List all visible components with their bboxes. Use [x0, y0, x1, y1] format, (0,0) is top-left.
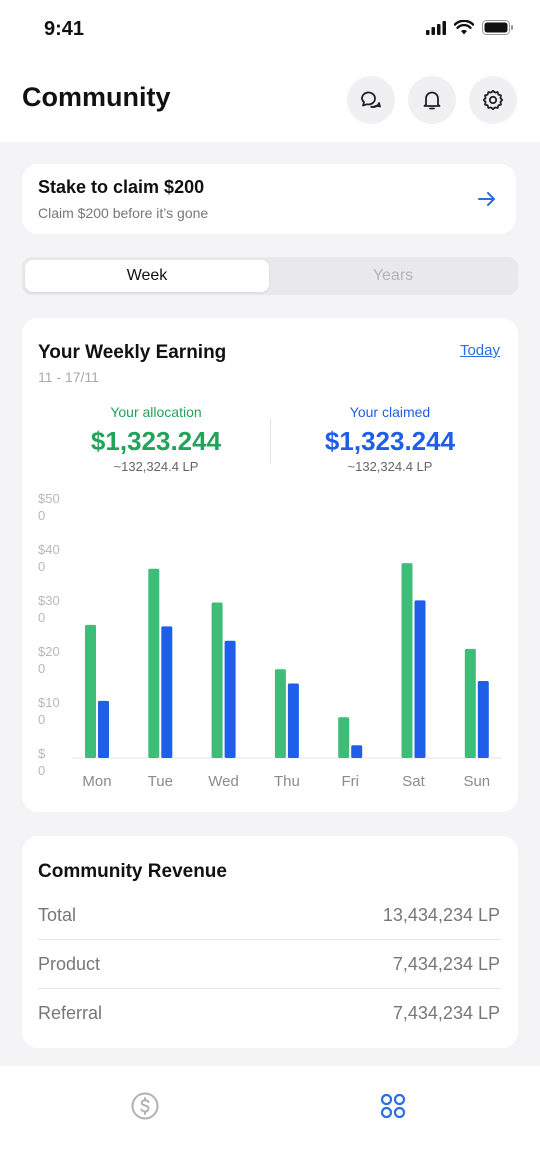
svg-text:0: 0 [38, 559, 45, 574]
y-tick-label: $500 [38, 491, 60, 523]
revenue-row-label: Referral [38, 1003, 103, 1023]
x-tick-label-mon: Mon [82, 773, 111, 790]
settings-button[interactable] [469, 76, 517, 124]
chat-button[interactable] [347, 76, 395, 124]
svg-text:$30: $30 [38, 593, 60, 608]
allocation-divider [270, 418, 271, 464]
allocation-bar-wed[interactable] [211, 602, 223, 758]
claimed-bar-tue[interactable] [161, 626, 173, 758]
gear-icon [482, 89, 504, 111]
battery-icon [482, 20, 513, 35]
allocation-lp: ~132,324.4 LP [113, 459, 199, 474]
svg-text:0: 0 [38, 712, 45, 727]
svg-text:$20: $20 [38, 644, 60, 659]
notifications-button[interactable] [408, 76, 456, 124]
svg-text:$: $ [38, 746, 46, 761]
revenue-row-label: Product [38, 953, 101, 974]
claimed-bar-sun[interactable] [477, 680, 489, 758]
weekly-earning-card: Your Weekly Earning 11 - 17/11 Today You… [22, 318, 518, 812]
x-tick-label-wed: Wed [208, 773, 239, 790]
allocation-bar-sun[interactable] [464, 648, 476, 758]
claimed-bar-wed[interactable] [224, 640, 236, 758]
segment-week[interactable]: Week [25, 260, 269, 292]
svg-text:$50: $50 [38, 491, 60, 506]
allocation-bar-tue[interactable] [148, 568, 160, 758]
x-tick-label-sat: Sat [402, 773, 425, 790]
claimed-block: Your claimed $1,323.244 ~132,324.4 LP [272, 404, 508, 474]
revenue-row-total: Total 13,434,234 LP [38, 891, 500, 940]
claimed-label: Your claimed [349, 404, 431, 420]
svg-text:$40: $40 [38, 542, 60, 557]
earning-title: Your Weekly Earning [38, 342, 227, 363]
stake-title: Stake to claim $200 [38, 177, 205, 197]
stake-subtitle: Claim $200 before it’s gone [38, 205, 209, 221]
community-revenue-card: Community Revenue Total 13,434,234 LP Pr… [22, 836, 518, 1048]
tab-bar [0, 1066, 540, 1164]
claimed-amount: $1,323.244 [324, 426, 456, 456]
y-tick-label: $200 [38, 644, 60, 676]
status-time: 9:41 [44, 18, 85, 40]
y-tick-label: $300 [38, 593, 60, 625]
claimed-bar-fri[interactable] [351, 745, 363, 758]
revenue-row-value: 7,434,234 LP [392, 953, 500, 974]
y-tick-label: $0 [38, 746, 46, 778]
status-bar: 9:41 [0, 0, 540, 60]
allocation-bar-thu[interactable] [274, 669, 286, 758]
grid-icon [380, 1093, 406, 1119]
svg-text:$10: $10 [38, 695, 60, 710]
earning-date-range: 11 - 17/11 [38, 369, 99, 385]
revenue-row-value: 7,434,234 LP [392, 1003, 500, 1023]
x-tick-label-fri: Fri [341, 773, 359, 790]
today-link[interactable]: Today [459, 342, 500, 359]
revenue-row-label: Total [38, 904, 77, 925]
svg-text:0: 0 [38, 508, 45, 523]
revenue-row-product: Product 7,434,234 LP [38, 940, 500, 989]
allocation-label: Your allocation [110, 404, 202, 420]
allocation-bar-sat[interactable] [401, 563, 413, 758]
x-tick-label-thu: Thu [274, 773, 300, 790]
tab-earn[interactable] [127, 1088, 163, 1124]
revenue-row-value: 13,434,234 LP [382, 904, 500, 925]
svg-text:0: 0 [38, 763, 45, 778]
allocation-amount: $1,323.244 [90, 426, 222, 456]
claimed-lp: ~132,324.4 LP [347, 459, 433, 474]
svg-text:0: 0 [38, 610, 45, 625]
allocation-bar-fri[interactable] [338, 717, 350, 758]
arrow-right-icon[interactable] [476, 188, 498, 210]
chat-icon [361, 91, 381, 108]
status-icons [426, 20, 514, 35]
claimed-bar-thu[interactable] [287, 683, 299, 758]
page-title: Community [22, 82, 171, 112]
y-tick-label: $100 [38, 695, 60, 727]
stake-card[interactable]: Stake to claim $200 Claim $200 before it… [22, 164, 516, 234]
x-tick-label-sun: Sun [463, 773, 490, 790]
claimed-bar-mon[interactable] [98, 700, 109, 758]
revenue-title: Community Revenue [38, 861, 227, 882]
wifi-icon [454, 20, 474, 35]
allocation-bar-mon[interactable] [85, 624, 96, 758]
tab-community[interactable] [375, 1088, 411, 1124]
revenue-row-referral: Referral 7,434,234 LP [38, 989, 500, 1038]
signal-icon [426, 20, 446, 35]
allocation-block: Your allocation $1,323.244 ~132,324.4 LP [38, 404, 274, 474]
period-segmented-control: Week Years [22, 257, 518, 295]
dollar-icon [131, 1092, 159, 1120]
svg-text:0: 0 [38, 661, 45, 676]
claimed-bar-sat[interactable] [414, 600, 426, 758]
bell-icon [423, 91, 441, 110]
x-tick-label-tue: Tue [148, 773, 173, 790]
y-tick-label: $400 [38, 542, 60, 574]
segment-years[interactable]: Years [372, 267, 414, 284]
header: Community [0, 60, 540, 142]
